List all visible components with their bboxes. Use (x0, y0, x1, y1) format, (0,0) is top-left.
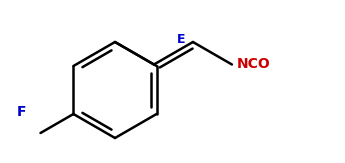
Text: F: F (17, 105, 27, 119)
Text: E: E (177, 33, 186, 46)
Text: NCO: NCO (237, 58, 271, 72)
